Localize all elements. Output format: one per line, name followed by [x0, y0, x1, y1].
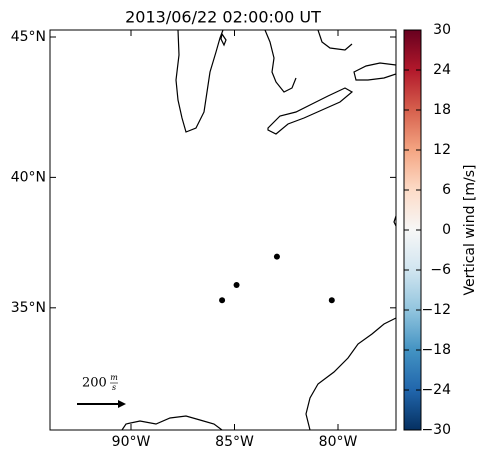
- lat-label: 35°N: [11, 300, 46, 316]
- map-frame: [49, 29, 397, 431]
- scale-unit-denominator: s: [112, 383, 116, 392]
- arrow-head: [118, 400, 126, 408]
- coastline: [264, 30, 297, 93]
- coastline: [305, 317, 396, 430]
- colorbar-tick-label: −6: [430, 262, 451, 278]
- station-point: [233, 281, 240, 288]
- lon-label: 80°W: [319, 434, 358, 450]
- colorbar-tick-label: −30: [421, 422, 451, 438]
- coastline: [393, 215, 396, 227]
- coastline: [175, 30, 224, 133]
- colorbar-tick-label: 30: [433, 22, 451, 38]
- station-point: [273, 253, 280, 260]
- colorbar-tick-label: 18: [433, 102, 451, 118]
- coastline: [353, 62, 396, 81]
- lon-label: 90°W: [112, 434, 151, 450]
- coastline: [121, 415, 223, 430]
- colorbar-tick-label: 24: [433, 62, 451, 78]
- station-point: [328, 297, 335, 304]
- coastline: [267, 87, 354, 135]
- scale-unit-numerator: m: [110, 373, 118, 382]
- colorbar-tick-label: 0: [442, 222, 451, 238]
- coastline: [317, 30, 353, 51]
- coastline: [220, 32, 227, 47]
- coastlines: [121, 30, 396, 430]
- colorbar-tick-label: −18: [421, 342, 451, 358]
- colorbar-tick-label: −12: [421, 302, 451, 318]
- colorbar-tick-label: −24: [421, 382, 451, 398]
- lon-label: 85°W: [215, 434, 254, 450]
- lat-label: 40°N: [11, 169, 46, 185]
- station-point: [219, 297, 226, 304]
- lat-label: 45°N: [11, 29, 46, 45]
- title: 2013/06/22 02:00:00 UT: [125, 8, 321, 27]
- colorbar-label: Vertical wind [m/s]: [462, 165, 478, 296]
- colorbar-tick-label: 12: [433, 142, 451, 158]
- scale-key: 200 m s: [77, 373, 126, 408]
- scale-value: 200: [82, 376, 107, 391]
- colorbar-tick-label: 6: [442, 182, 451, 198]
